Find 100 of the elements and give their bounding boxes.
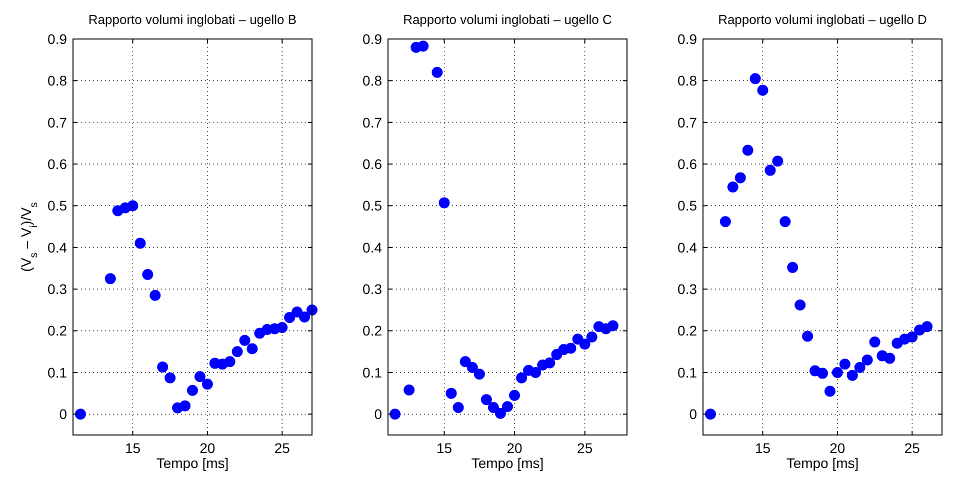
- point: [239, 334, 250, 346]
- y-tick-label: 0.4: [48, 239, 68, 256]
- point: [869, 336, 880, 348]
- x-tick-label: 15: [436, 440, 452, 456]
- point: [418, 40, 429, 52]
- y-tick-label: 0.8: [48, 72, 68, 89]
- point: [276, 322, 288, 333]
- point: [438, 197, 450, 208]
- point: [150, 290, 161, 301]
- point: [246, 343, 258, 354]
- point: [530, 366, 542, 378]
- point: [180, 400, 191, 412]
- x-tick-label: 25: [904, 440, 920, 456]
- point: [446, 388, 457, 399]
- x-tick-label: 15: [754, 440, 771, 456]
- point: [494, 408, 506, 419]
- x-tick-label: 25: [274, 440, 290, 456]
- y-tick-label: 0.7: [48, 114, 68, 130]
- point: [586, 332, 598, 343]
- point: [104, 273, 116, 284]
- point: [452, 402, 464, 413]
- point: [516, 372, 528, 384]
- chart-title: Rapporto volumi inglobati – ugello D: [718, 12, 927, 27]
- y-tick-label: 0.7: [362, 114, 382, 130]
- point: [432, 66, 443, 78]
- point: [817, 368, 828, 379]
- point: [742, 144, 754, 156]
- y-tick-label: 0.5: [48, 198, 68, 214]
- y-tick-label: 0: [689, 406, 698, 422]
- x-axis-title: Tempo [ms]: [156, 455, 229, 471]
- y-tick-label: 0.4: [362, 239, 382, 256]
- point: [884, 352, 896, 364]
- point: [704, 408, 716, 420]
- y-tick-label: 0.2: [678, 322, 698, 339]
- x-tick-label: 20: [830, 440, 846, 456]
- point: [839, 358, 850, 370]
- point: [134, 238, 146, 249]
- y-tick-label: 0.9: [678, 30, 698, 47]
- y-tick-label: 0.9: [48, 30, 68, 47]
- point: [720, 216, 731, 228]
- point: [565, 342, 576, 354]
- point: [854, 362, 866, 373]
- x-axis-title: Tempo [ms]: [471, 455, 544, 471]
- x-tick-label: 15: [124, 440, 141, 456]
- point: [142, 269, 154, 280]
- point: [488, 402, 499, 413]
- y-tick-label: 0.6: [678, 156, 698, 172]
- point: [862, 354, 873, 366]
- chart-title: Rapporto volumi inglobati – ugello B: [88, 12, 297, 27]
- point: [292, 306, 303, 318]
- point: [734, 172, 746, 184]
- x-tick-label: 25: [577, 440, 593, 456]
- point: [772, 156, 784, 167]
- point: [187, 384, 198, 396]
- y-tick-label: 0.5: [678, 198, 698, 214]
- y-tick-label: 0.1: [678, 364, 698, 380]
- point: [780, 216, 791, 228]
- y-tick-label: 0.1: [48, 364, 68, 380]
- chart-title: Rapporto volumi inglobati – ugello C: [403, 12, 612, 27]
- point: [284, 312, 296, 323]
- point: [802, 330, 814, 342]
- point: [460, 356, 471, 368]
- point: [157, 362, 168, 373]
- x-tick-label: 20: [200, 440, 216, 456]
- point: [474, 368, 485, 380]
- point: [466, 362, 478, 373]
- y-tick-label: 0: [59, 406, 68, 422]
- point: [509, 390, 520, 401]
- point: [579, 338, 590, 350]
- point: [757, 84, 768, 96]
- point: [787, 262, 798, 273]
- point: [922, 321, 933, 332]
- y-tick-label: 0.1: [362, 364, 382, 380]
- y-tick-label: 0.2: [48, 322, 68, 339]
- y-tick-label: 0.8: [678, 72, 698, 89]
- point: [232, 346, 243, 358]
- point: [404, 384, 415, 396]
- point: [846, 370, 858, 381]
- y-tick-label: 0.5: [362, 198, 382, 214]
- point: [906, 332, 918, 343]
- y-tick-label: 0.3: [48, 281, 68, 298]
- point: [224, 356, 236, 368]
- point: [502, 401, 513, 412]
- point: [824, 386, 836, 397]
- y-tick-label: 0.6: [362, 156, 382, 172]
- y-tick-label: 0.8: [362, 72, 382, 89]
- y-tick-label: 0.9: [362, 30, 382, 47]
- point: [480, 394, 492, 406]
- point: [544, 357, 556, 368]
- y-tick-label: 0.6: [48, 156, 68, 172]
- point: [164, 372, 176, 384]
- x-axis-title: Tempo [ms]: [786, 455, 859, 471]
- point: [390, 408, 401, 420]
- point: [202, 378, 213, 390]
- y-tick-label: 0.2: [362, 322, 382, 339]
- y-tick-label: 0.3: [362, 281, 382, 298]
- point: [127, 200, 138, 212]
- point: [74, 408, 86, 420]
- point: [194, 371, 206, 382]
- y-tick-label: 0.7: [678, 114, 698, 130]
